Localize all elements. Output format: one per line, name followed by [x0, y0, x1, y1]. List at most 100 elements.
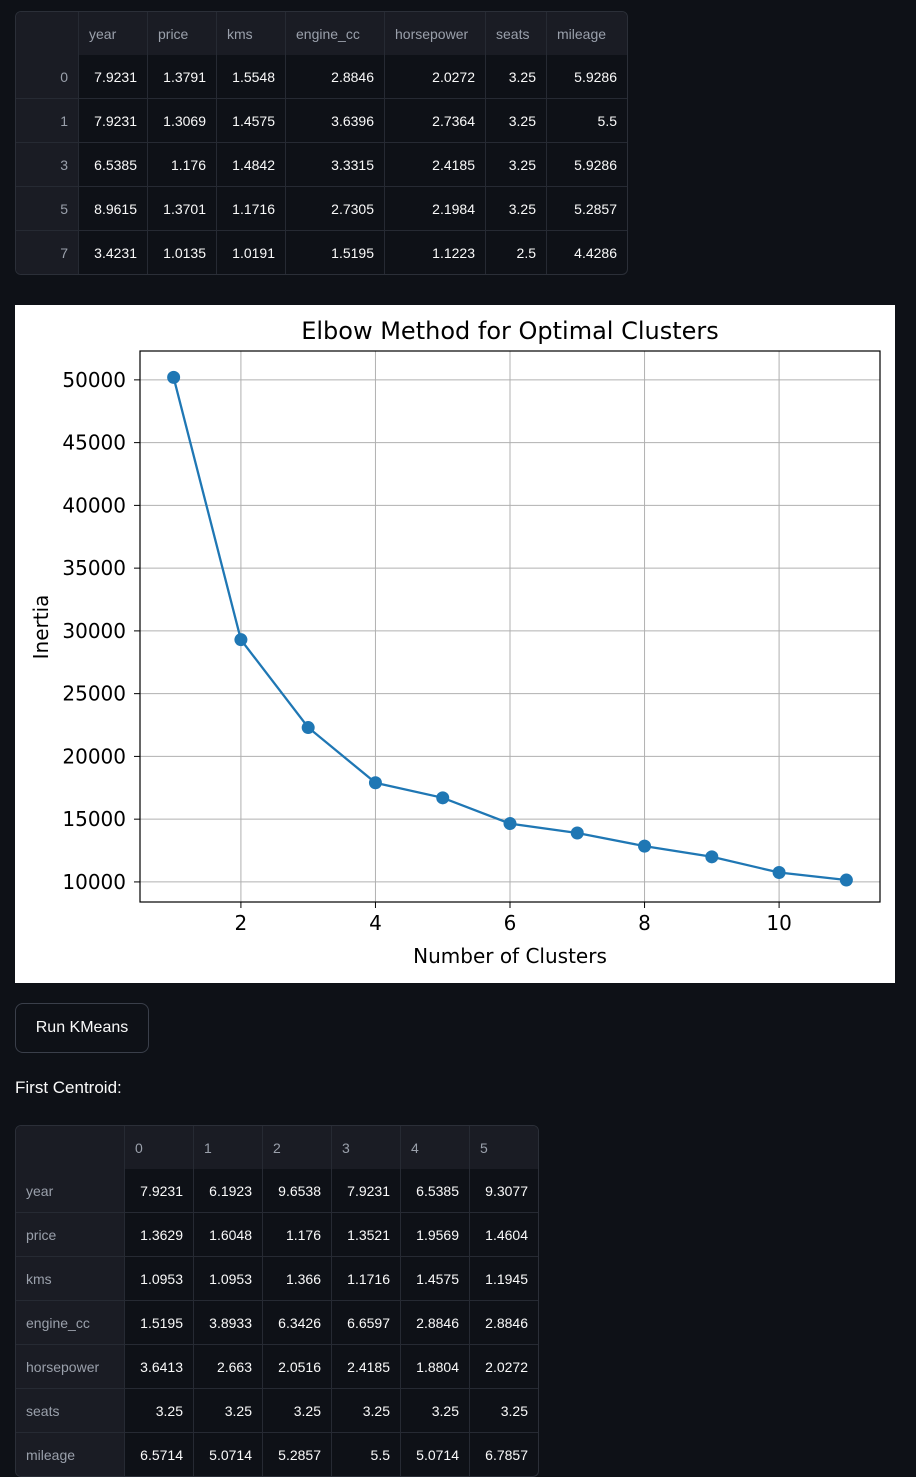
- table-cell[interactable]: 7.9231: [78, 98, 148, 143]
- table-cell[interactable]: 1.3791: [147, 55, 217, 99]
- table-cell[interactable]: 6.5385: [78, 142, 148, 187]
- table-cell[interactable]: 1.0135: [147, 230, 217, 274]
- table-cell[interactable]: 3.8933: [193, 1300, 263, 1345]
- table-cell[interactable]: 2.7305: [285, 186, 385, 231]
- table-cell[interactable]: 1.0953: [124, 1256, 194, 1301]
- table-cell[interactable]: 1.176: [147, 142, 217, 187]
- table-cell[interactable]: 5.2857: [262, 1432, 332, 1476]
- table-cell[interactable]: 5.9286: [546, 142, 627, 187]
- table-row[interactable]: kms 1.0953 1.0953 1.366 1.1716 1.4575 1.1945: [16, 1256, 538, 1301]
- table-cell[interactable]: 1.3629: [124, 1212, 194, 1257]
- table-cell[interactable]: 1.3521: [331, 1212, 401, 1257]
- table-row[interactable]: seats 3.25 3.25 3.25 3.25 3.25 3.25: [16, 1388, 538, 1433]
- column-header[interactable]: kms: [216, 12, 286, 55]
- column-header[interactable]: 5: [469, 1126, 538, 1169]
- table-cell[interactable]: 3.3315: [285, 142, 385, 187]
- table-cell[interactable]: 9.6538: [262, 1169, 332, 1213]
- table-cell[interactable]: 5.0714: [400, 1432, 470, 1476]
- table-cell[interactable]: 3.25: [124, 1388, 194, 1433]
- table-row[interactable]: 1 7.9231 1.3069 1.4575 3.6396 2.7364 3.25 5.5: [16, 98, 627, 143]
- table-cell[interactable]: 2.5: [485, 230, 547, 274]
- table-cell[interactable]: 2.8846: [469, 1300, 538, 1345]
- table-row[interactable]: 3 6.5385 1.176 1.4842 3.3315 2.4185 3.25 5.9286: [16, 142, 627, 187]
- table-cell[interactable]: 3.25: [400, 1388, 470, 1433]
- table-cell[interactable]: 1.3069: [147, 98, 217, 143]
- column-header[interactable]: 3: [331, 1126, 401, 1169]
- table-cell[interactable]: 2.0272: [469, 1344, 538, 1389]
- column-header[interactable]: 1: [193, 1126, 263, 1169]
- table-cell[interactable]: 1.8804: [400, 1344, 470, 1389]
- table-cell[interactable]: 2.8846: [400, 1300, 470, 1345]
- table-row[interactable]: engine_cc 1.5195 3.8933 6.3426 6.6597 2.8846 2…: [16, 1300, 538, 1345]
- table-cell[interactable]: 1.4575: [400, 1256, 470, 1301]
- table-cell[interactable]: 1.5195: [285, 230, 385, 274]
- table-cell[interactable]: 3.25: [485, 98, 547, 143]
- table-cell[interactable]: 1.5548: [216, 55, 286, 99]
- table-cell[interactable]: 1.366: [262, 1256, 332, 1301]
- run-kmeans-button[interactable]: Run KMeans: [15, 1003, 149, 1053]
- table-cell[interactable]: 1.176: [262, 1212, 332, 1257]
- table-cell[interactable]: 3.6396: [285, 98, 385, 143]
- table-cell[interactable]: 3.4231: [78, 230, 148, 274]
- table-cell[interactable]: 2.1984: [384, 186, 486, 231]
- table-cell[interactable]: 5.2857: [546, 186, 627, 231]
- column-header[interactable]: mileage: [546, 12, 627, 55]
- table-row[interactable]: mileage 6.5714 5.0714 5.2857 5.5 5.0714 6.7857: [16, 1432, 538, 1476]
- table-cell[interactable]: 7.9231: [78, 55, 148, 99]
- table-cell[interactable]: 6.1923: [193, 1169, 263, 1213]
- table-cell[interactable]: 1.0191: [216, 230, 286, 274]
- table-cell[interactable]: 1.6048: [193, 1212, 263, 1257]
- table-cell[interactable]: 1.4842: [216, 142, 286, 187]
- table-cell[interactable]: 1.9569: [400, 1212, 470, 1257]
- table-cell[interactable]: 3.25: [469, 1388, 538, 1433]
- table-cell[interactable]: 5.5: [331, 1432, 401, 1476]
- table-cell[interactable]: 5.9286: [546, 55, 627, 99]
- table-cell[interactable]: 8.9615: [78, 186, 148, 231]
- table-cell[interactable]: 1.1716: [331, 1256, 401, 1301]
- table-cell[interactable]: 7.9231: [331, 1169, 401, 1213]
- table-cell[interactable]: 3.25: [331, 1388, 401, 1433]
- table-cell[interactable]: 3.25: [262, 1388, 332, 1433]
- table-cell[interactable]: 6.3426: [262, 1300, 332, 1345]
- table-row[interactable]: year 7.9231 6.1923 9.6538 7.9231 6.5385 9.3077: [16, 1169, 538, 1213]
- table-cell[interactable]: 1.4604: [469, 1212, 538, 1257]
- table-cell[interactable]: 1.1716: [216, 186, 286, 231]
- table-cell[interactable]: 1.3701: [147, 186, 217, 231]
- column-header[interactable]: 4: [400, 1126, 470, 1169]
- table-cell[interactable]: 1.1223: [384, 230, 486, 274]
- table-cell[interactable]: 6.5385: [400, 1169, 470, 1213]
- table-cell[interactable]: 3.25: [485, 142, 547, 187]
- table-row[interactable]: 5 8.9615 1.3701 1.1716 2.7305 2.1984 3.25 5.285…: [16, 186, 627, 231]
- table-cell[interactable]: 9.3077: [469, 1169, 538, 1213]
- table-cell[interactable]: 1.5195: [124, 1300, 194, 1345]
- table-cell[interactable]: 2.4185: [384, 142, 486, 187]
- column-header[interactable]: engine_cc: [285, 12, 385, 55]
- table-cell[interactable]: 6.5714: [124, 1432, 194, 1476]
- table-cell[interactable]: 6.7857: [485, 1446, 528, 1463]
- table-cell[interactable]: 5.5: [546, 98, 627, 143]
- table-cell[interactable]: 1.4575: [216, 98, 286, 143]
- table-cell[interactable]: 2.0272: [384, 55, 486, 99]
- table-cell[interactable]: 6.6597: [331, 1300, 401, 1345]
- column-header[interactable]: seats: [485, 12, 547, 55]
- table-cell[interactable]: 3.25: [485, 186, 547, 231]
- table-cell[interactable]: 7.9231: [124, 1169, 194, 1213]
- table-cell[interactable]: 2.663: [193, 1344, 263, 1389]
- table-cell[interactable]: 2.4185: [331, 1344, 401, 1389]
- table-row[interactable]: horsepower 3.6413 2.663 2.0516 2.4185 1.8804 2…: [16, 1344, 538, 1389]
- column-header[interactable]: 2: [262, 1126, 332, 1169]
- table-row[interactable]: 7 3.4231 1.0135 1.0191 1.5195 1.1223 2.5 4.4286: [16, 230, 627, 274]
- column-header[interactable]: year: [78, 12, 148, 55]
- top-dataframe[interactable]: year price kms engine_cc horsepower seats mile…: [15, 11, 628, 275]
- column-header[interactable]: 0: [124, 1126, 194, 1169]
- table-row[interactable]: price 1.3629 1.6048 1.176 1.3521 1.9569 1.4604: [16, 1212, 538, 1257]
- table-cell[interactable]: 2.8846: [285, 55, 385, 99]
- table-cell[interactable]: 2.0516: [262, 1344, 332, 1389]
- column-header[interactable]: horsepower: [384, 12, 486, 55]
- table-row[interactable]: 0 7.9231 1.3791 1.5548 2.8846 2.0272 3.25 5.928…: [16, 55, 627, 99]
- table-cell[interactable]: 4.4286: [574, 244, 617, 261]
- column-header[interactable]: price: [147, 12, 217, 55]
- table-cell[interactable]: 3.6413: [124, 1344, 194, 1389]
- table-cell[interactable]: 3.25: [193, 1388, 263, 1433]
